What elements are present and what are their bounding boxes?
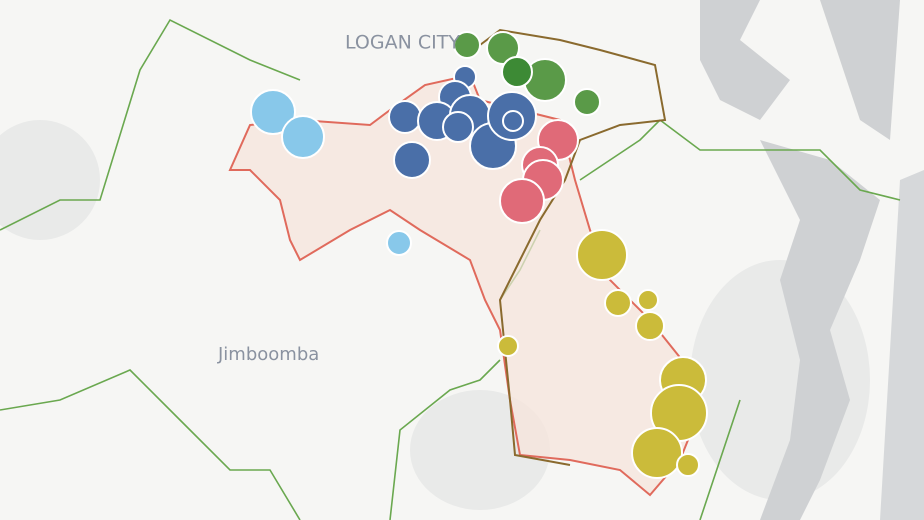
waterways	[700, 0, 924, 520]
bubble	[250, 89, 296, 135]
bubble	[631, 427, 683, 479]
bubble	[501, 56, 533, 88]
bubble	[576, 229, 628, 281]
bubble	[604, 289, 632, 317]
bubble	[676, 453, 700, 477]
bubble	[573, 88, 601, 116]
bubble	[388, 100, 422, 134]
bubble	[442, 111, 474, 143]
place-label: LOGAN CITY	[345, 32, 460, 54]
bubble	[486, 31, 520, 65]
region-brown	[479, 28, 667, 466]
place-label: Jimboomba	[217, 344, 319, 365]
bubbles	[250, 31, 708, 479]
bubble	[502, 110, 524, 132]
bubble	[386, 230, 412, 256]
bubble	[499, 178, 545, 224]
bubble	[281, 115, 325, 159]
bubble	[393, 141, 431, 179]
bubble	[497, 335, 519, 357]
bubble	[637, 289, 659, 311]
bubble	[453, 31, 481, 59]
bubble	[635, 311, 665, 341]
